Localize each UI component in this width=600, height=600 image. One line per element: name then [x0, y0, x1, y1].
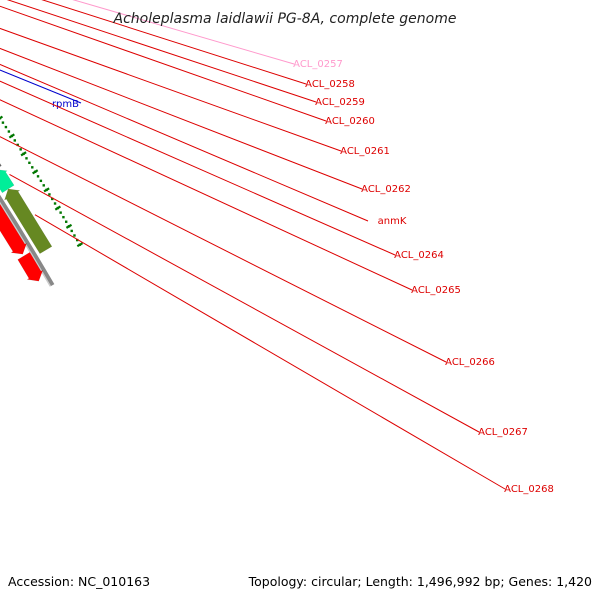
forward-strand-genes [0, 203, 44, 282]
outer-ring-dot [70, 229, 73, 233]
gene-arrow [0, 163, 2, 167]
outer-dotted-ring [0, 115, 84, 248]
label-leader-line [9, 173, 480, 433]
gene-label: rpmB [52, 99, 79, 110]
backbone-highlight [0, 201, 52, 287]
label-leader-line [0, 99, 413, 291]
outer-ring-dash [0, 115, 4, 120]
topology-text: Topology: circular; Length: 1,496,992 bp… [248, 574, 592, 589]
outer-ring-dot [28, 161, 31, 165]
gene-label: ACL_0259 [315, 97, 365, 108]
outer-ring-dot [48, 193, 51, 196]
accession-text: Accession: NC_010163 [8, 574, 150, 589]
gene-label: ACL_0268 [504, 484, 554, 495]
outer-ring-dash [43, 187, 50, 193]
map-title: Acholeplasma laidlawii PG-8A, complete g… [113, 11, 457, 27]
gene-label: ACL_0265 [411, 285, 461, 296]
outer-ring-dash [76, 242, 84, 248]
label-leader-line [0, 63, 369, 222]
outer-ring-dot [62, 215, 65, 219]
outer-ring-dot [1, 121, 5, 124]
outer-ring-dot [42, 184, 45, 187]
label-leader-line [0, 69, 82, 104]
outer-ring-dot [13, 139, 16, 142]
label-leader-line [0, 27, 342, 152]
outer-ring-dot [73, 234, 76, 237]
outer-ring-dash [65, 223, 73, 229]
outer-ring-dot [4, 125, 8, 129]
outer-ring-dash [20, 151, 27, 157]
outer-ring-dot [39, 179, 43, 183]
gene-label: ACL_0260 [325, 116, 375, 127]
label-leader-line [34, 214, 506, 490]
label-leader-line [41, 0, 307, 85]
gene-label: ACL_0257 [293, 59, 343, 70]
gene-label: ACL_0258 [305, 79, 355, 90]
outer-ring-dot [31, 166, 34, 169]
cds-arrow [17, 252, 44, 282]
outer-ring-dot [7, 130, 11, 133]
gene-labels: rpmB ACL_0257 ACL_0258 ACL_0259 ACL_0260 ACL_… [0, 0, 554, 495]
outer-ring-dot [75, 238, 79, 242]
gene-label: ACL_0261 [340, 146, 390, 157]
reverse-strand-genes [0, 163, 53, 254]
outer-ring-dash [8, 133, 15, 139]
label-leader-line [72, 0, 295, 65]
label-leader-line [6, 0, 317, 103]
genome-backbone [0, 194, 55, 287]
backbone-arc [0, 194, 55, 287]
outer-ring-dot [51, 197, 54, 201]
outer-ring-dot [59, 211, 62, 214]
label-leader-line [0, 136, 447, 363]
label-leader-line [0, 80, 396, 256]
label-leader-line [0, 47, 363, 190]
gene-label: anmK [378, 216, 407, 227]
outer-ring-dash [32, 169, 39, 175]
outer-ring-dot [19, 148, 22, 151]
outer-ring-dot [16, 143, 19, 147]
gene-label: ACL_0264 [394, 250, 444, 261]
outer-ring-dash [54, 205, 61, 211]
outer-ring-dot [36, 175, 40, 178]
label-leader-line [0, 5, 327, 122]
gene-label: ACL_0266 [445, 357, 495, 368]
gene-label: ACL_0262 [361, 184, 411, 195]
cds-arrow [0, 203, 28, 255]
outer-ring-dot [64, 220, 68, 223]
gene-label: ACL_0267 [478, 427, 528, 438]
gene-arrow [4, 188, 53, 254]
outer-ring-dot [53, 202, 57, 205]
outer-ring-dot [25, 157, 28, 160]
